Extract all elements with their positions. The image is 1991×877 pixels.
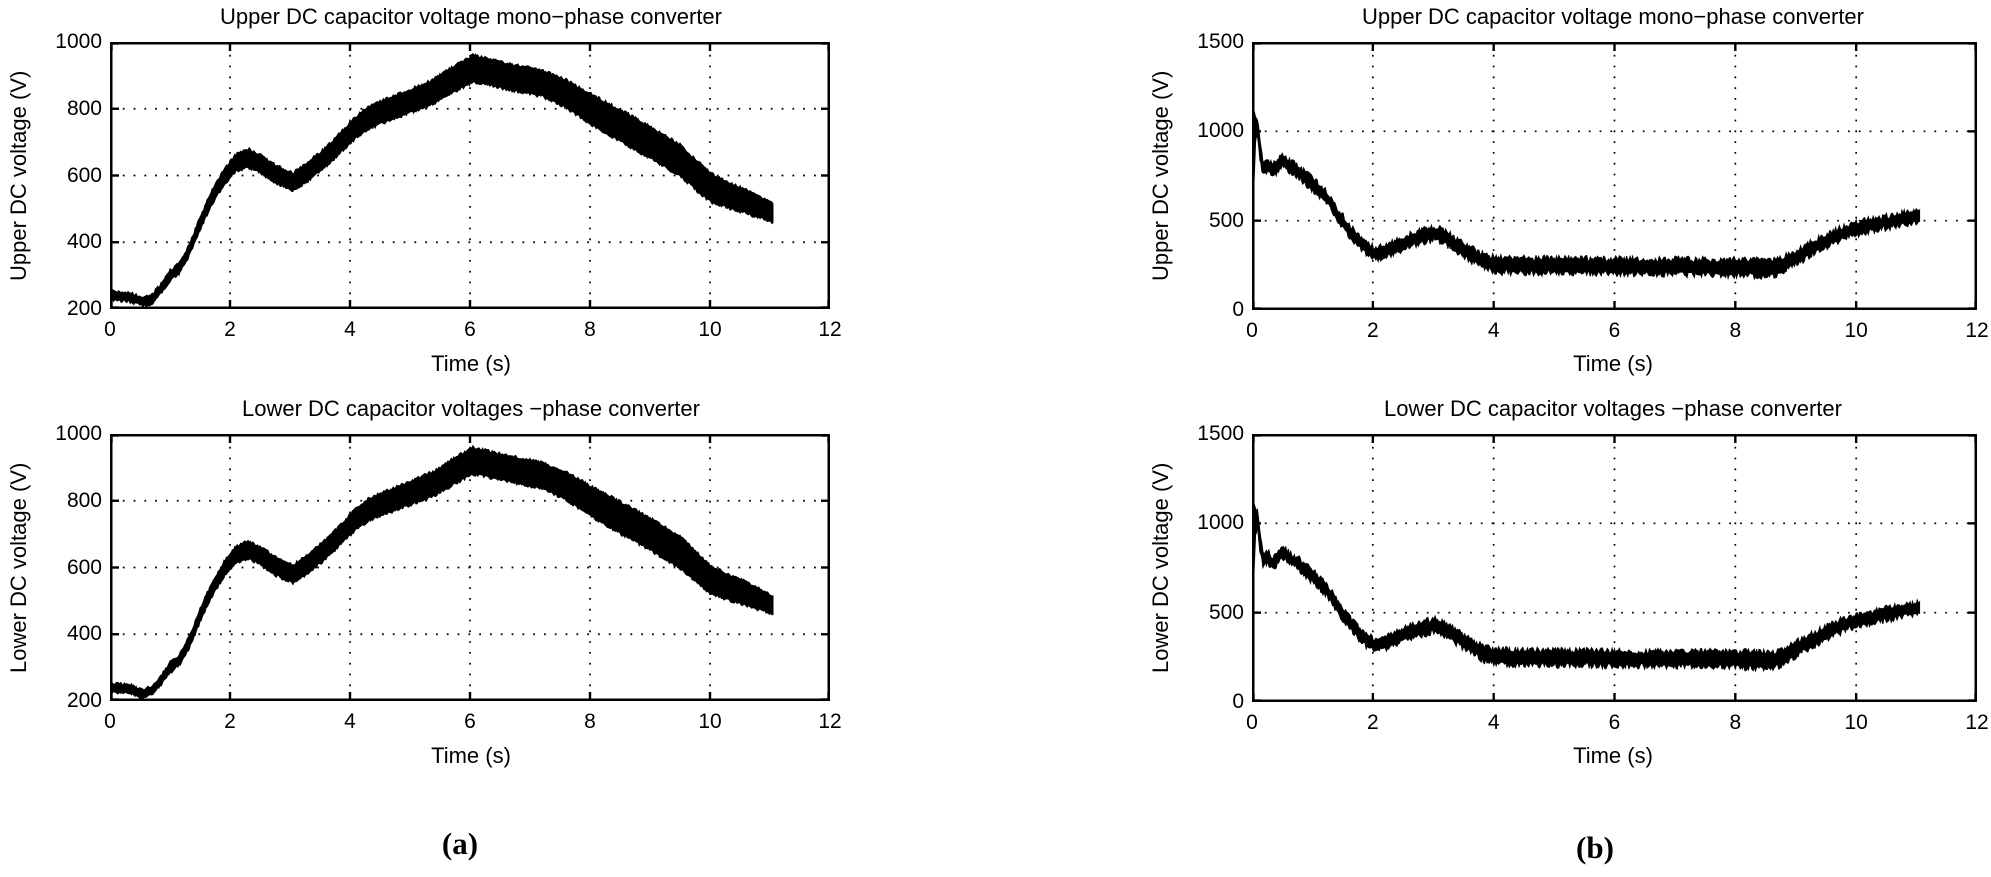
x-tick-label: 2 <box>224 318 236 341</box>
plot-area <box>1252 434 1977 702</box>
subfigure-caption-a: (a) <box>441 826 479 861</box>
x-tick-label: 4 <box>1487 711 1500 734</box>
x-tick-label: 0 <box>104 318 116 341</box>
x-axis-label: Time (s) <box>1573 743 1653 768</box>
plot-area <box>1252 42 1977 310</box>
y-tick-label: 400 <box>66 622 102 646</box>
plot-frame <box>1252 42 1977 310</box>
x-axis-label: Time (s) <box>431 743 511 768</box>
plot-frame <box>110 434 830 701</box>
voltage-band-trace <box>1252 499 1921 673</box>
y-tick-label: 1500 <box>1197 30 1244 53</box>
x-tick-label: 6 <box>464 710 476 733</box>
y-tick-label: 600 <box>66 163 102 187</box>
x-tick-label: 12 <box>1965 319 1989 342</box>
y-tick-label: 0 <box>1232 298 1244 321</box>
x-tick-label: 2 <box>1366 319 1379 342</box>
y-tick-label: 500 <box>1208 600 1244 624</box>
plot-frame <box>110 42 830 309</box>
y-axis-label: Lower DC voltage (V) <box>1148 462 1173 674</box>
y-tick-label: 1500 <box>1197 422 1244 445</box>
chart-title: Upper DC capacitor voltage mono−phase co… <box>1362 4 1864 29</box>
x-tick-label: 10 <box>698 710 722 733</box>
x-tick-label: 2 <box>1366 711 1379 734</box>
chart-upper-dc-mono-phase: Upper DC capacitor voltage mono−phase co… <box>0 0 860 390</box>
y-tick-label: 500 <box>1208 208 1244 232</box>
x-tick-label: 10 <box>1844 711 1868 734</box>
x-tick-label: 4 <box>344 710 356 733</box>
x-tick-label: 4 <box>1487 319 1500 342</box>
plot-frame <box>1252 434 1977 702</box>
x-tick-label: 8 <box>584 318 596 341</box>
x-tick-label: 6 <box>1608 319 1621 342</box>
x-tick-label: 8 <box>1729 319 1742 342</box>
x-tick-label: 0 <box>1246 319 1258 342</box>
y-tick-label: 1000 <box>55 30 102 53</box>
y-axis-label: Upper DC voltage (V) <box>1148 70 1173 282</box>
x-tick-label: 8 <box>584 710 596 733</box>
chart-title: Lower DC capacitor voltages −phase conve… <box>1384 396 1842 421</box>
voltage-band-trace <box>110 52 774 308</box>
x-axis-label: Time (s) <box>431 351 511 376</box>
x-tick-label: 10 <box>698 318 722 341</box>
x-tick-label: 12 <box>1965 711 1989 734</box>
x-tick-label: 10 <box>1844 319 1868 342</box>
chart-upper-dc-mono-phase-b: Upper DC capacitor voltage mono−phase co… <box>1142 0 1991 390</box>
chart-title: Upper DC capacitor voltage mono−phase co… <box>220 4 722 29</box>
y-tick-label: 600 <box>66 555 102 579</box>
x-tick-label: 2 <box>224 710 236 733</box>
voltage-band-trace <box>110 444 774 700</box>
chart-lower-dc-phase: Lower DC capacitor voltages −phase conve… <box>0 392 860 782</box>
y-tick-label: 1000 <box>55 422 102 445</box>
x-tick-label: 12 <box>818 318 842 341</box>
y-tick-label: 200 <box>66 297 102 320</box>
y-tick-label: 0 <box>1232 690 1244 713</box>
y-tick-label: 200 <box>66 689 102 712</box>
plot-area <box>110 42 830 309</box>
x-tick-label: 0 <box>1246 711 1258 734</box>
y-tick-label: 800 <box>66 488 102 512</box>
x-tick-label: 0 <box>104 710 116 733</box>
plot-area <box>110 434 830 701</box>
y-tick-label: 1000 <box>1197 511 1244 535</box>
chart-lower-dc-phase-b: Lower DC capacitor voltages −phase conve… <box>1142 392 1991 782</box>
voltage-band-trace <box>1252 107 1921 281</box>
y-tick-label: 1000 <box>1197 119 1244 143</box>
x-tick-label: 6 <box>464 318 476 341</box>
x-tick-label: 4 <box>344 318 356 341</box>
y-tick-label: 400 <box>66 230 102 254</box>
x-tick-label: 12 <box>818 710 842 733</box>
x-tick-label: 6 <box>1608 711 1621 734</box>
chart-title: Lower DC capacitor voltages −phase conve… <box>242 396 700 421</box>
x-axis-label: Time (s) <box>1573 351 1653 376</box>
x-tick-label: 8 <box>1729 711 1742 734</box>
y-tick-label: 800 <box>66 96 102 120</box>
subfigure-caption-b: (b) <box>1576 830 1614 865</box>
